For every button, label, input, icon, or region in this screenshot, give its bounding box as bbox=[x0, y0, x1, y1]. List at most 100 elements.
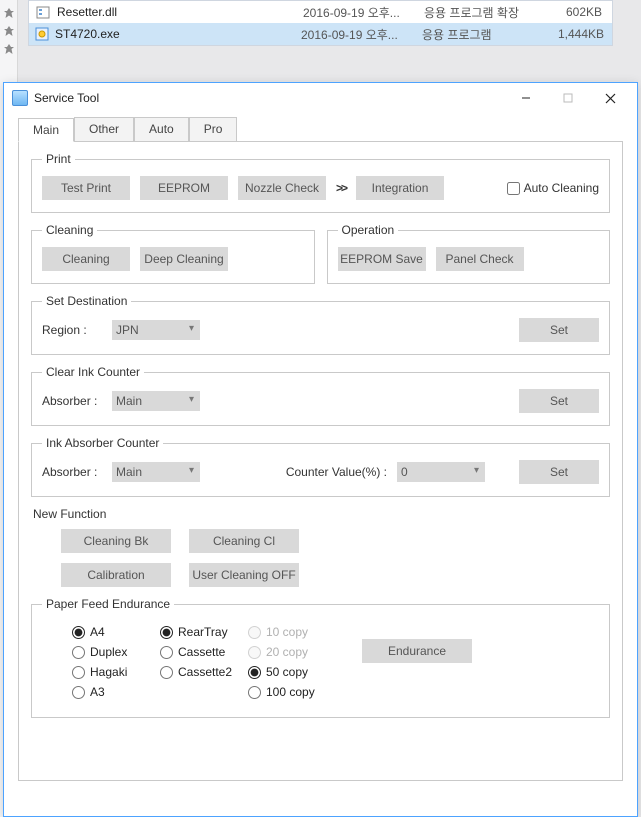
radio-label: Duplex bbox=[90, 645, 127, 659]
tab-main[interactable]: Main bbox=[18, 118, 74, 142]
new-function-title: New Function bbox=[33, 507, 610, 521]
set-destination-set-button[interactable]: Set bbox=[519, 318, 599, 342]
minimize-button[interactable] bbox=[507, 86, 545, 110]
ink-absorber-select[interactable]: Main bbox=[112, 462, 200, 482]
integration-button[interactable]: Integration bbox=[356, 176, 444, 200]
file-date: 2016-09-19 오후... bbox=[301, 26, 416, 43]
file-icon bbox=[35, 4, 51, 20]
radio-50-copy[interactable]: 50 copy bbox=[248, 665, 324, 679]
radio-input[interactable] bbox=[72, 686, 85, 699]
app-icon bbox=[12, 90, 28, 106]
file-icon bbox=[35, 26, 49, 42]
radio-input[interactable] bbox=[72, 646, 85, 659]
file-type: 응용 프로그램 bbox=[422, 26, 552, 43]
counter-value-select[interactable]: 0 bbox=[397, 462, 485, 482]
paper-source-column: RearTray Cassette Cassette2 bbox=[160, 625, 236, 679]
clear-ink-absorber-select[interactable]: Main bbox=[112, 391, 200, 411]
file-name: Resetter.dll bbox=[57, 5, 297, 19]
cleaning-legend: Cleaning bbox=[42, 223, 97, 237]
deep-cleaning-button[interactable]: Deep Cleaning bbox=[140, 247, 228, 271]
ink-absorber-label: Absorber : bbox=[42, 465, 102, 479]
clear-ink-group: Clear Ink Counter Absorber : Main Set bbox=[31, 365, 610, 426]
region-label: Region : bbox=[42, 323, 102, 337]
print-legend: Print bbox=[42, 152, 75, 166]
copies-column: 10 copy 20 copy 50 copy 100 copy bbox=[248, 625, 324, 699]
print-group: Print Test Print EEPROM Nozzle Check >> … bbox=[31, 152, 610, 213]
file-row[interactable]: ST4720.exe2016-09-19 오후...응용 프로그램1,444KB bbox=[29, 23, 612, 45]
operation-legend: Operation bbox=[338, 223, 399, 237]
panel-check-button[interactable]: Panel Check bbox=[436, 247, 524, 271]
close-button[interactable] bbox=[591, 86, 629, 110]
radio-label: Hagaki bbox=[90, 665, 127, 679]
auto-cleaning-checkbox[interactable]: Auto Cleaning bbox=[507, 181, 599, 195]
eeprom-button[interactable]: EEPROM bbox=[140, 176, 228, 200]
radio-100-copy[interactable]: 100 copy bbox=[248, 685, 324, 699]
endurance-button[interactable]: Endurance bbox=[362, 639, 472, 663]
nozzle-check-button[interactable]: Nozzle Check bbox=[238, 176, 326, 200]
radio-input[interactable] bbox=[248, 686, 261, 699]
tab-row: MainOtherAutoPro bbox=[18, 117, 637, 141]
cleaning-group: Cleaning Cleaning Deep Cleaning bbox=[31, 223, 315, 284]
maximize-button[interactable] bbox=[549, 86, 587, 110]
service-tool-window: Service Tool MainOtherAutoPro Print Test… bbox=[3, 82, 638, 817]
radio-a3[interactable]: A3 bbox=[72, 685, 148, 699]
cleaning-cl-button[interactable]: Cleaning Cl bbox=[189, 529, 299, 553]
radio-cassette[interactable]: Cassette bbox=[160, 645, 236, 659]
pin-icon bbox=[4, 26, 14, 36]
radio-label: 10 copy bbox=[266, 625, 308, 639]
set-destination-legend: Set Destination bbox=[42, 294, 131, 308]
tab-main-page: Print Test Print EEPROM Nozzle Check >> … bbox=[18, 141, 623, 781]
cleaning-bk-button[interactable]: Cleaning Bk bbox=[61, 529, 171, 553]
ink-absorber-legend: Ink Absorber Counter bbox=[42, 436, 163, 450]
clear-ink-set-button[interactable]: Set bbox=[519, 389, 599, 413]
eeprom-save-button[interactable]: EEPROM Save bbox=[338, 247, 426, 271]
radio-input[interactable] bbox=[248, 666, 261, 679]
paper-feed-legend: Paper Feed Endurance bbox=[42, 597, 174, 611]
test-print-button[interactable]: Test Print bbox=[42, 176, 130, 200]
radio-cassette2[interactable]: Cassette2 bbox=[160, 665, 236, 679]
ink-absorber-set-button[interactable]: Set bbox=[519, 460, 599, 484]
region-select[interactable]: JPN bbox=[112, 320, 200, 340]
clear-ink-absorber-label: Absorber : bbox=[42, 394, 102, 408]
window-title: Service Tool bbox=[34, 91, 507, 105]
file-size: 1,444KB bbox=[558, 27, 608, 41]
radio-a4[interactable]: A4 bbox=[72, 625, 148, 639]
radio-input bbox=[248, 646, 261, 659]
tab-pro[interactable]: Pro bbox=[189, 117, 238, 141]
tab-other[interactable]: Other bbox=[74, 117, 134, 141]
file-date: 2016-09-19 오후... bbox=[303, 4, 418, 21]
radio-label: Cassette bbox=[178, 645, 225, 659]
radio-input[interactable] bbox=[160, 646, 173, 659]
pin-icon bbox=[4, 8, 14, 18]
auto-cleaning-input[interactable] bbox=[507, 182, 520, 195]
clear-ink-legend: Clear Ink Counter bbox=[42, 365, 144, 379]
radio-hagaki[interactable]: Hagaki bbox=[72, 665, 148, 679]
radio-input[interactable] bbox=[160, 666, 173, 679]
radio-reartray[interactable]: RearTray bbox=[160, 625, 236, 639]
tab-auto[interactable]: Auto bbox=[134, 117, 189, 141]
chevron-right-icon: >> bbox=[336, 181, 346, 195]
set-destination-group: Set Destination Region : JPN Set bbox=[31, 294, 610, 355]
radio-label: A3 bbox=[90, 685, 105, 699]
titlebar: Service Tool bbox=[4, 83, 637, 113]
file-size: 602KB bbox=[560, 5, 606, 19]
radio-label: 20 copy bbox=[266, 645, 308, 659]
calibration-button[interactable]: Calibration bbox=[61, 563, 171, 587]
radio-input bbox=[248, 626, 261, 639]
radio-label: Cassette2 bbox=[178, 665, 232, 679]
radio-10-copy: 10 copy bbox=[248, 625, 324, 639]
radio-label: RearTray bbox=[178, 625, 228, 639]
radio-input[interactable] bbox=[160, 626, 173, 639]
radio-label: 50 copy bbox=[266, 665, 308, 679]
radio-input[interactable] bbox=[72, 626, 85, 639]
radio-input[interactable] bbox=[72, 666, 85, 679]
file-row[interactable]: Resetter.dll2016-09-19 오후...응용 프로그램 확장60… bbox=[29, 1, 612, 23]
radio-label: A4 bbox=[90, 625, 105, 639]
user-cleaning-off-button[interactable]: User Cleaning OFF bbox=[189, 563, 299, 587]
radio-duplex[interactable]: Duplex bbox=[72, 645, 148, 659]
cleaning-button[interactable]: Cleaning bbox=[42, 247, 130, 271]
pin-icon bbox=[4, 44, 14, 54]
radio-20-copy: 20 copy bbox=[248, 645, 324, 659]
ink-absorber-group: Ink Absorber Counter Absorber : Main Cou… bbox=[31, 436, 610, 497]
operation-group: Operation EEPROM Save Panel Check bbox=[327, 223, 611, 284]
